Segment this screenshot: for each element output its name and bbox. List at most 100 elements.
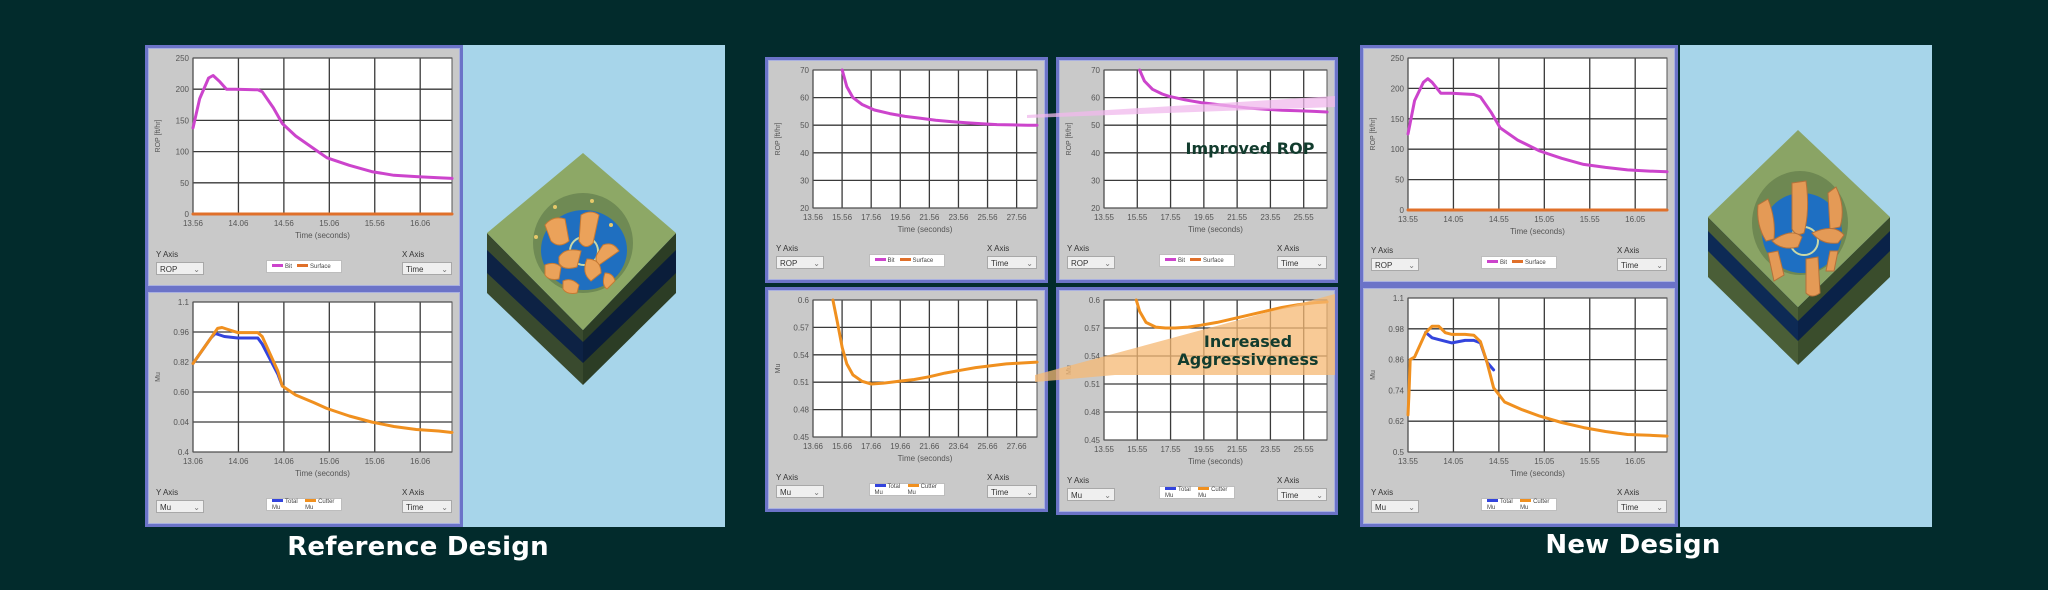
legend-item: Surface: [1512, 260, 1546, 266]
y-axis-select[interactable]: Mu ⌄: [1067, 488, 1115, 501]
y-tick-label: 0.51: [1084, 380, 1100, 389]
x-tick-label: 21.66: [919, 442, 940, 451]
x-axis-select[interactable]: Time ⌄: [402, 500, 452, 513]
y-axis-label: Y Axis: [1371, 246, 1394, 255]
chevron-down-icon: ⌄: [1316, 491, 1323, 500]
y-tick-label: 0.6: [798, 296, 810, 305]
x-axis-select-value: Time: [1621, 261, 1639, 270]
y-axis-label: Y Axis: [156, 250, 179, 259]
x-tick-label: 13.55: [1094, 445, 1115, 454]
x-axis-select[interactable]: Time ⌄: [1277, 256, 1327, 269]
y-axis-label: Y Axis: [1371, 488, 1394, 497]
x-axis-select[interactable]: Time ⌄: [987, 256, 1037, 269]
bit-model-reference: [487, 153, 676, 385]
chart-panel: 13.56 15.56 17.56 19.56 21.56 23.56 25.56 27.56…: [765, 57, 1048, 283]
x-axis-select[interactable]: Time ⌄: [987, 485, 1037, 498]
y-axis-select[interactable]: ROP ⌄: [1371, 258, 1419, 271]
3d-viewer-reference[interactable]: [463, 45, 725, 527]
chevron-down-icon: ⌄: [1104, 259, 1111, 268]
legend-label: Cutter Mu: [305, 498, 335, 511]
y-axis-select[interactable]: ROP ⌄: [1067, 256, 1115, 269]
x-axis-select-value: Time: [1281, 491, 1299, 500]
series-line: [1406, 324, 1669, 438]
chevron-down-icon: ⌄: [813, 488, 820, 497]
chevron-down-icon: ⌄: [1026, 259, 1033, 268]
legend-item: Bit: [272, 264, 292, 270]
x-axis-title: Time (seconds): [1510, 227, 1565, 236]
x-axis-select[interactable]: Time ⌄: [1617, 258, 1667, 271]
legend-swatch: [874, 484, 886, 488]
y-axis-select[interactable]: Mu ⌄: [1371, 500, 1419, 513]
x-axis-select[interactable]: Time ⌄: [1277, 488, 1327, 501]
y-tick-label: 100: [176, 148, 190, 157]
y-axis-select-value: ROP: [1071, 259, 1089, 268]
y-tick-label: 30: [1091, 176, 1100, 185]
legend-swatch: [297, 264, 309, 268]
y-axis-select-value: ROP: [1375, 261, 1393, 270]
x-axis-select[interactable]: Time ⌄: [1617, 500, 1667, 513]
annotation-line-1: Increased: [1203, 332, 1293, 351]
legend-item: Surface: [297, 264, 331, 270]
chevron-down-icon: ⌄: [813, 259, 820, 268]
y-axis-select[interactable]: ROP ⌄: [156, 262, 204, 275]
x-tick-label: 15.06: [365, 457, 386, 466]
chart-legend: Total Mu Cutter Mu: [1159, 486, 1235, 499]
legend-item: Cutter Mu: [1520, 499, 1551, 511]
legend-item: Total Mu: [272, 499, 300, 511]
series-line: [191, 74, 454, 180]
y-tick-label: 0.48: [793, 406, 809, 415]
legend-swatch: [272, 499, 283, 503]
x-tick-label: 27.56: [1007, 213, 1028, 222]
x-tick-label: 15.55: [1580, 215, 1601, 224]
legend-label: Total Mu: [272, 498, 298, 511]
y-tick-label: 0.54: [793, 351, 809, 360]
chart-panel: 13.06 14.06 14.06 15.06 15.06 16.06 0.4 0.04 0.6…: [145, 289, 463, 527]
chart-svg: 13.66 15.66 17.66 19.66 21.66 23.64 25.66 27.66…: [775, 296, 1039, 463]
chevron-down-icon: ⌄: [1408, 261, 1415, 270]
y-axis-select[interactable]: Mu ⌄: [776, 485, 824, 498]
x-tick-label: 15.56: [365, 219, 386, 228]
3d-viewer-new[interactable]: [1680, 45, 1932, 527]
y-axis-title: Mu: [1370, 370, 1377, 380]
new-design-group: 13.55 14.05 14.55 15.05 15.55 16.05 0 50 100 150 2…: [1360, 45, 1932, 527]
x-tick-label: 15.56: [832, 213, 853, 222]
y-tick-label: 0.60: [173, 388, 189, 397]
y-tick-label: 0.5: [1393, 448, 1405, 457]
legend-item: Total Mu: [1165, 487, 1193, 499]
x-tick-label: 14.56: [274, 219, 295, 228]
new-design-caption: New Design: [1545, 530, 1721, 560]
y-axis-label: Y Axis: [776, 473, 799, 482]
x-axis-select-value: Time: [406, 265, 424, 274]
x-tick-label: 23.64: [948, 442, 969, 451]
y-tick-label: 0: [1400, 206, 1405, 215]
chart-legend: Bit Surface: [266, 260, 342, 273]
series-line: [1406, 77, 1669, 174]
x-tick-label: 15.55: [1127, 445, 1148, 454]
x-tick-label: 14.05: [1443, 215, 1464, 224]
x-tick-label: 14.06: [228, 219, 249, 228]
chart-svg: 13.06 14.06 14.06 15.06 15.06 16.06 0.4 0.04 0.6…: [155, 298, 454, 478]
legend-swatch: [1487, 260, 1498, 264]
legend-item: Cutter Mu: [305, 499, 336, 511]
y-tick-label: 70: [800, 66, 809, 75]
x-axis-select-value: Time: [1281, 259, 1299, 268]
y-axis-select-value: ROP: [160, 265, 178, 274]
y-tick-label: 0.6: [1089, 296, 1101, 305]
y-tick-label: 40: [1091, 149, 1100, 158]
y-tick-label: 20: [1091, 204, 1100, 213]
y-axis-select[interactable]: Mu ⌄: [156, 500, 204, 513]
plot-area: [813, 300, 1037, 437]
x-axis-select[interactable]: Time ⌄: [402, 262, 452, 275]
chart-legend: Total Mu Cutter Mu: [266, 498, 342, 511]
x-tick-label: 25.55: [1294, 445, 1315, 454]
x-tick-label: 15.06: [319, 457, 340, 466]
plot-area: [1408, 298, 1667, 452]
x-tick-label: 25.66: [978, 442, 999, 451]
chart-svg: 13.55 15.55 17.55 19.65 21.55 23.55 25.55 20 30 4…: [1066, 66, 1329, 234]
x-tick-label: 19.55: [1194, 445, 1215, 454]
legend-label: Total Mu: [1487, 498, 1513, 511]
legend-label: Total Mu: [1165, 486, 1191, 499]
y-tick-label: 50: [1091, 121, 1100, 130]
y-axis-select[interactable]: ROP ⌄: [776, 256, 824, 269]
x-axis-title: Time (seconds): [1188, 225, 1243, 234]
